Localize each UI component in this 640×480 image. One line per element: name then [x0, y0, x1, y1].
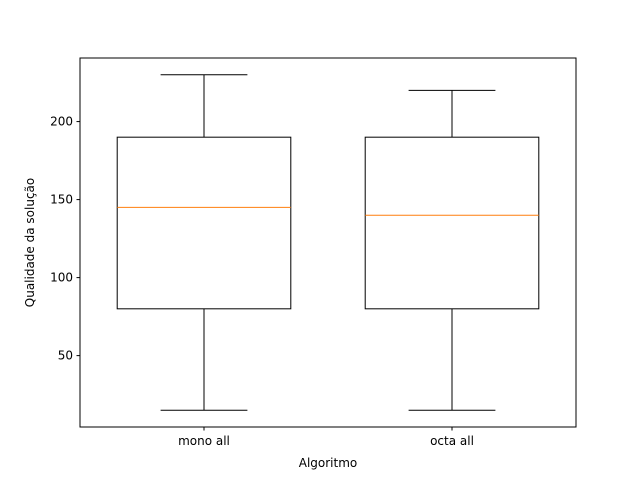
y-tick-label: 50 [58, 349, 73, 363]
box-iqr [116, 136, 292, 310]
x-axis-ticks: mono all octa all [178, 427, 474, 448]
box-group [116, 74, 292, 411]
x-tick-label: mono all [178, 434, 230, 448]
y-tick-label: 100 [50, 271, 73, 285]
chart-marks [116, 74, 540, 411]
box-group [364, 89, 540, 411]
plot-area [79, 57, 577, 428]
y-axis-ticks: 50 100 150 200 [50, 115, 80, 363]
y-tick-label: 150 [50, 193, 73, 207]
box-iqr [364, 136, 540, 310]
x-tick-label: octa all [430, 434, 474, 448]
y-axis-label: Qualidade da solução [23, 178, 37, 307]
y-tick-label: 200 [50, 115, 73, 129]
x-axis-label: Algoritmo [299, 456, 358, 470]
